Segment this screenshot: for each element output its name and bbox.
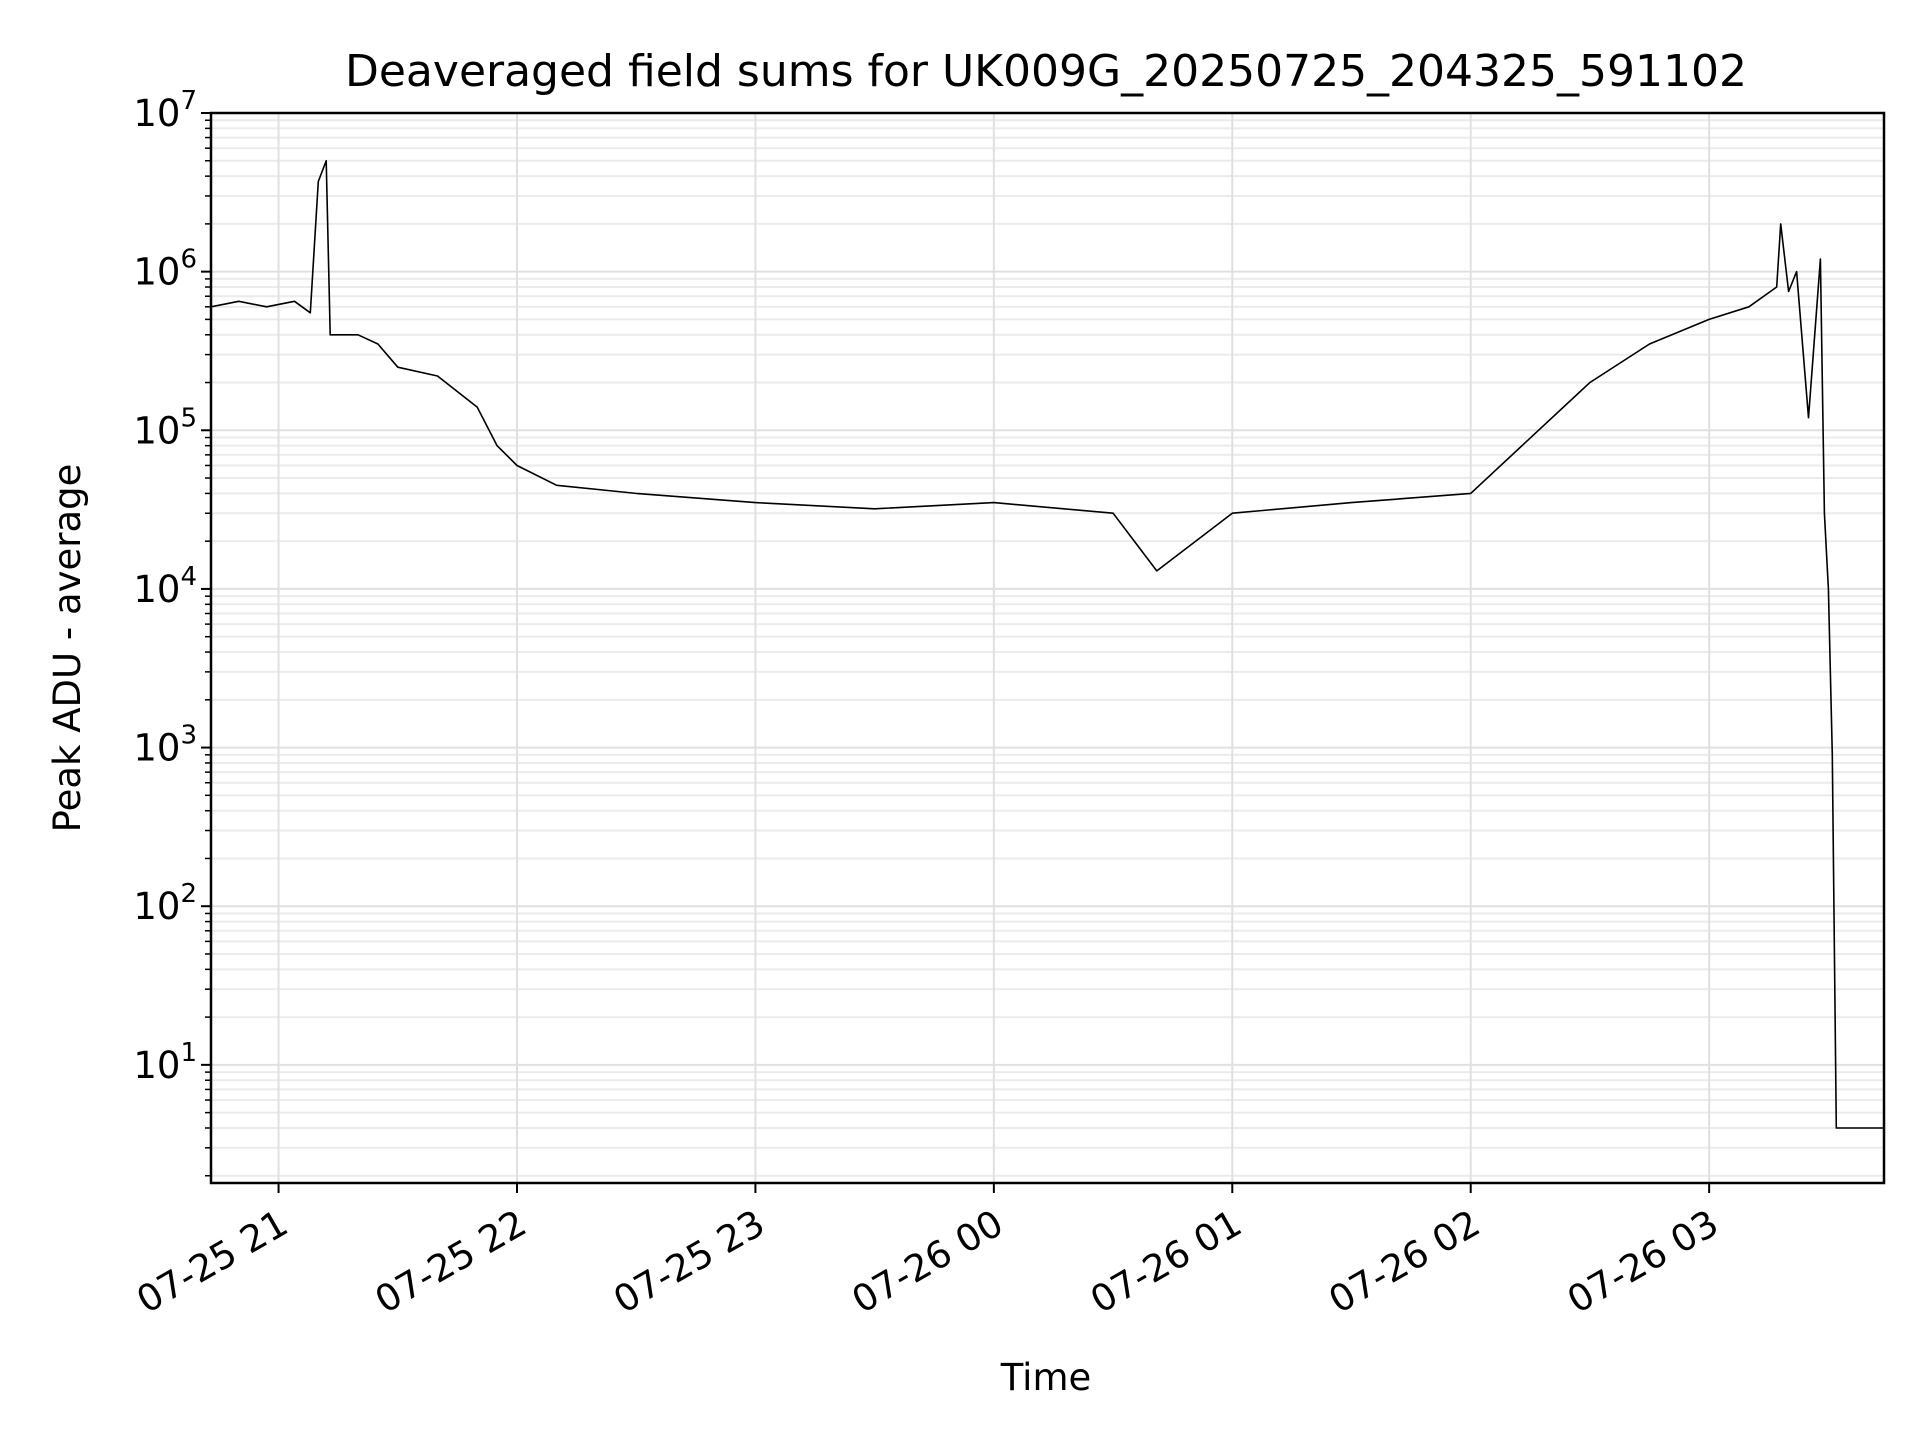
y-tick-base: 10 [133,1044,180,1087]
chart-title: Deaveraged field sums for UK009G_2025072… [345,46,1747,97]
y-axis-label: Peak ADU - average [46,464,89,833]
y-tick-label: 104 [133,562,197,611]
y-tick-label: 107 [133,86,197,135]
y-tick-label: 105 [133,403,197,452]
y-tick-base: 10 [133,568,180,611]
series-line [210,160,1884,1129]
y-tick-exponent: 4 [180,562,197,592]
y-tick-label: 103 [133,721,197,770]
y-tick-base: 10 [133,251,180,294]
grid-lines [211,112,1884,1183]
y-tick-base: 10 [133,727,180,770]
series-layer [210,160,1884,1129]
y-tick-base: 10 [133,92,180,135]
plot-frame [209,111,1886,1185]
y-tick-exponent: 2 [180,879,197,909]
y-tick-exponent: 1 [180,1038,197,1068]
y-tick-base: 10 [133,885,180,928]
y-tick-label: 101 [133,1038,197,1087]
y-tick-exponent: 6 [180,245,197,275]
x-axis-label: Time [1000,1356,1092,1399]
y-tick-exponent: 5 [180,403,197,433]
y-tick-label: 102 [133,879,197,928]
y-tick-base: 10 [133,409,180,452]
y-tick-exponent: 3 [180,721,197,751]
y-tick-exponent: 7 [180,86,197,116]
y-tick-label: 106 [133,245,197,294]
